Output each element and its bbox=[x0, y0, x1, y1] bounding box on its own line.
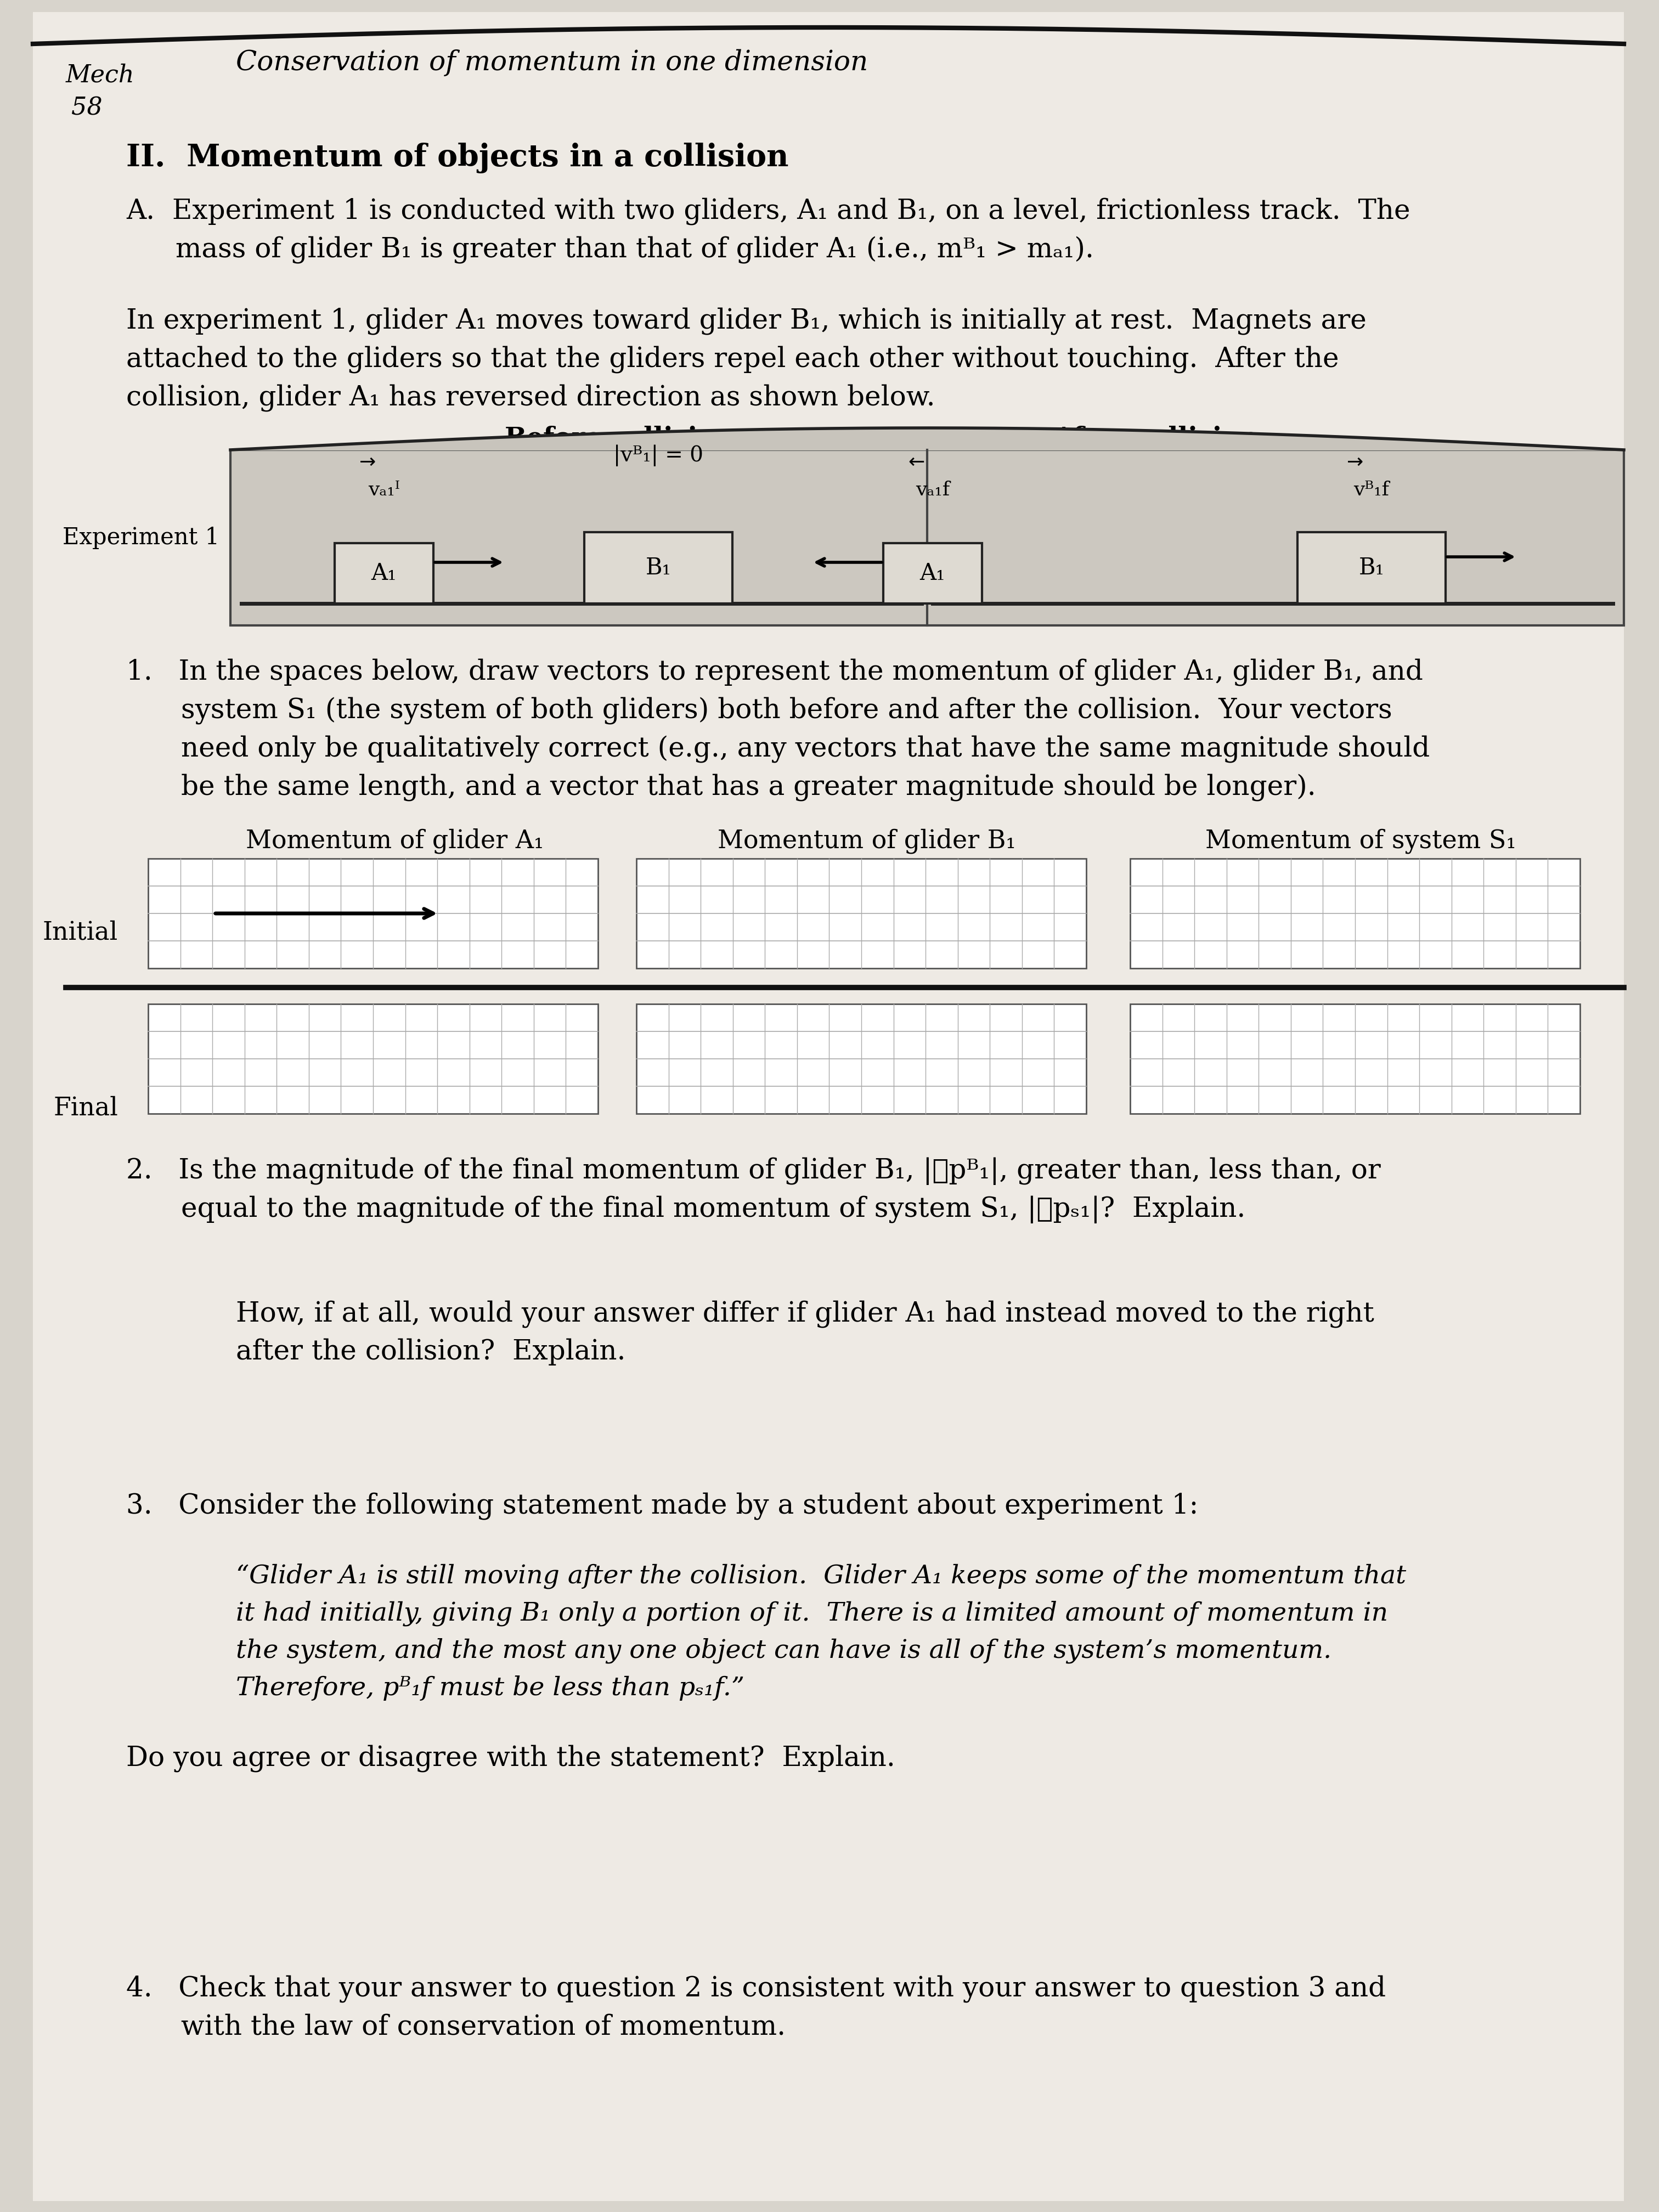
Text: Before collision: Before collision bbox=[504, 425, 733, 451]
Text: need only be qualitatively correct (e.g., any vectors that have the same magnitu: need only be qualitatively correct (e.g.… bbox=[181, 734, 1430, 763]
Text: Conservation of momentum in one dimension: Conservation of momentum in one dimensio… bbox=[236, 49, 868, 77]
Text: ←: ← bbox=[907, 453, 924, 471]
Text: system S₁ (the system of both gliders) both before and after the collision.  You: system S₁ (the system of both gliders) b… bbox=[181, 697, 1392, 723]
Text: 2.   Is the magnitude of the final momentum of glider B₁, |⃗pᴮ₁|, greater than, : 2. Is the magnitude of the final momentu… bbox=[126, 1157, 1380, 1186]
Text: B₁: B₁ bbox=[645, 555, 672, 580]
Text: 3.   Consider the following statement made by a student about experiment 1:: 3. Consider the following statement made… bbox=[126, 1493, 1198, 1520]
Bar bbox=[1130, 1004, 1579, 1113]
Text: mass of glider B₁ is greater than that of glider A₁ (i.e., mᴮ₁ > mₐ₁).: mass of glider B₁ is greater than that o… bbox=[176, 237, 1093, 263]
Text: the system, and the most any one object can have is all of the system’s momentum: the system, and the most any one object … bbox=[236, 1639, 1332, 1663]
Text: Final: Final bbox=[53, 1095, 118, 1121]
Text: →: → bbox=[1347, 453, 1364, 471]
Text: it had initially, giving B₁ only a portion of it.  There is a limited amount of : it had initially, giving B₁ only a porti… bbox=[236, 1601, 1389, 1626]
Text: Momentum of glider B₁: Momentum of glider B₁ bbox=[718, 830, 1015, 854]
Text: A₁: A₁ bbox=[372, 562, 397, 584]
Text: equal to the magnitude of the final momentum of system S₁, |⃗pₛ₁|?  Explain.: equal to the magnitude of the final mome… bbox=[181, 1197, 1246, 1223]
Text: 58: 58 bbox=[71, 95, 103, 119]
Text: Momentum of glider A₁: Momentum of glider A₁ bbox=[246, 830, 544, 854]
Text: Experiment 1: Experiment 1 bbox=[63, 526, 219, 549]
Text: A₁: A₁ bbox=[919, 562, 946, 584]
Text: vᴮ₁f: vᴮ₁f bbox=[1354, 480, 1389, 500]
Text: Mech: Mech bbox=[66, 64, 134, 86]
Text: attached to the gliders so that the gliders repel each other without touching.  : attached to the gliders so that the glid… bbox=[126, 345, 1339, 374]
Text: be the same length, and a vector that has a greater magnitude should be longer).: be the same length, and a vector that ha… bbox=[181, 774, 1316, 801]
Text: Initial: Initial bbox=[43, 920, 118, 945]
Text: “Glider A₁ is still moving after the collision.  Glider A₁ keeps some of the mom: “Glider A₁ is still moving after the col… bbox=[236, 1564, 1407, 1588]
Text: A.  Experiment 1 is conducted with two gliders, A₁ and B₁, on a level, frictionl: A. Experiment 1 is conducted with two gl… bbox=[126, 197, 1410, 226]
Bar bbox=[1297, 533, 1445, 604]
Text: vₐ₁f: vₐ₁f bbox=[916, 480, 949, 500]
Text: B₁: B₁ bbox=[1359, 555, 1385, 580]
Text: In experiment 1, glider A₁ moves toward glider B₁, which is initially at rest.  : In experiment 1, glider A₁ moves toward … bbox=[126, 307, 1367, 334]
Bar bbox=[148, 1004, 597, 1113]
Text: Momentum of system S₁: Momentum of system S₁ bbox=[1204, 830, 1516, 854]
Bar bbox=[637, 1004, 1087, 1113]
Bar bbox=[1130, 858, 1579, 969]
Text: 1.   In the spaces below, draw vectors to represent the momentum of glider A₁, g: 1. In the spaces below, draw vectors to … bbox=[126, 659, 1423, 686]
Text: 4.   Check that your answer to question 2 is consistent with your answer to ques: 4. Check that your answer to question 2 … bbox=[126, 1975, 1385, 2002]
Text: Do you agree or disagree with the statement?  Explain.: Do you agree or disagree with the statem… bbox=[126, 1745, 896, 1772]
Text: with the law of conservation of momentum.: with the law of conservation of momentum… bbox=[181, 2013, 786, 2039]
Text: After collision: After collision bbox=[1053, 425, 1258, 451]
Text: Therefore, pᴮ₁f must be less than pₛ₁f.”: Therefore, pᴮ₁f must be less than pₛ₁f.” bbox=[236, 1674, 745, 1701]
Bar bbox=[637, 858, 1087, 969]
Text: collision, glider A₁ has reversed direction as shown below.: collision, glider A₁ has reversed direct… bbox=[126, 385, 936, 411]
Text: vₐ₁ᴵ: vₐ₁ᴵ bbox=[368, 480, 400, 500]
Text: |vᴮ₁| = 0: |vᴮ₁| = 0 bbox=[614, 445, 703, 467]
Bar bbox=[883, 544, 982, 604]
Bar bbox=[335, 544, 433, 604]
Text: →: → bbox=[360, 453, 377, 471]
Bar bbox=[584, 533, 732, 604]
Text: How, if at all, would your answer differ if glider A₁ had instead moved to the r: How, if at all, would your answer differ… bbox=[236, 1301, 1374, 1327]
Bar bbox=[231, 449, 1624, 626]
Text: II.  Momentum of objects in a collision: II. Momentum of objects in a collision bbox=[126, 142, 788, 173]
Text: after the collision?  Explain.: after the collision? Explain. bbox=[236, 1338, 625, 1365]
Bar bbox=[148, 858, 597, 969]
